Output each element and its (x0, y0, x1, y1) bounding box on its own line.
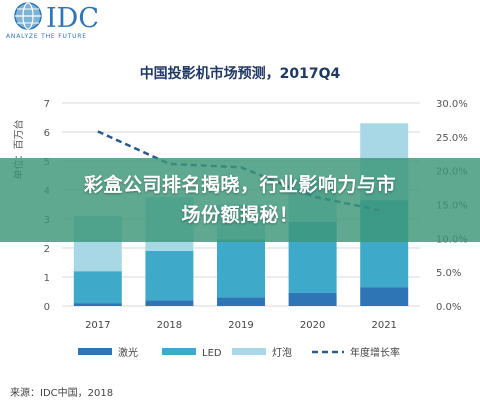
chart-legend: 激光 LED 灯泡 年度增长率 (78, 346, 400, 359)
y2-tick-label: 5.0% (436, 268, 461, 279)
bar-laser-2017 (73, 303, 122, 306)
bar-laser-2021 (360, 287, 409, 306)
legend-label: LED (202, 348, 222, 359)
legend-swatch (232, 348, 266, 355)
legend-swatch (162, 348, 196, 355)
y2-tick-label: 30.0% (436, 99, 468, 110)
bar-laser-2019 (217, 297, 265, 306)
y-tick-label: 0 (44, 302, 50, 313)
logo-tagline: ANALYZE THE FUTURE (6, 33, 87, 40)
legend-label: 灯泡 (272, 346, 292, 359)
bar-led-2019 (217, 239, 265, 298)
x-tick-label: 2017 (85, 320, 110, 331)
x-tick-label: 2021 (371, 320, 396, 331)
y2-tick-label: 25.0% (436, 133, 468, 144)
legend-label: 激光 (118, 346, 138, 359)
bar-laser-2018 (145, 300, 194, 306)
x-tick-label: 2020 (300, 320, 325, 331)
chart-title: 中国投影机市场预测，2017Q4 (140, 65, 341, 82)
x-tick-label: 2018 (157, 320, 182, 331)
bar-led-2017 (73, 271, 122, 304)
headline-banner: 彩盒公司排名揭晓，行业影响力与市 场份额揭秘！ (0, 158, 480, 242)
legend-item: 灯泡 (232, 346, 292, 359)
y-tick-label: 2 (44, 244, 50, 255)
bar-led-2018 (145, 250, 194, 301)
legend-item: 激光 (78, 346, 138, 359)
legend-label: 年度增长率 (350, 346, 400, 359)
legend-swatch (78, 348, 112, 355)
y-tick-label: 7 (44, 99, 50, 110)
x-tick-label: 2019 (228, 320, 253, 331)
y2-tick-label: 0.0% (436, 302, 461, 313)
banner-line-1: 彩盒公司排名揭晓，行业影响力与市 (83, 174, 396, 196)
source-note: 来源：IDC中国，2018 (10, 388, 114, 399)
logo-brand: IDC (46, 3, 99, 34)
logo-globe-icon (14, 2, 42, 30)
y-tick-label: 1 (44, 273, 50, 284)
banner-line-2: 场份额揭秘！ (181, 204, 299, 226)
legend-item: 年度增长率 (312, 346, 400, 359)
idc-logo: IDC ANALYZE THE FUTURE (0, 0, 200, 42)
bar-laser-2020 (288, 292, 337, 306)
legend-item: LED (162, 348, 222, 359)
y-tick-label: 6 (44, 128, 50, 139)
